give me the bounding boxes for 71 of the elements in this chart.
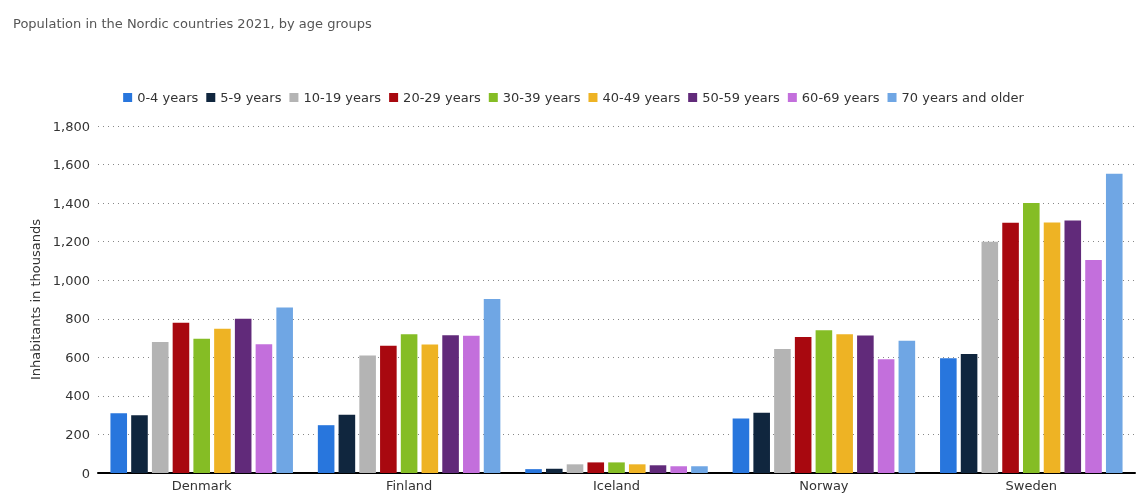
y-tick-label: 1,000 xyxy=(52,272,90,288)
y-tick-label: 400 xyxy=(65,388,90,404)
legend-label: 60-69 years xyxy=(801,90,880,105)
bar xyxy=(691,466,708,473)
bar xyxy=(1043,222,1061,473)
bar xyxy=(400,334,418,473)
y-tick-label: 0 xyxy=(81,465,90,481)
bar xyxy=(587,462,605,473)
y-tick-label: 1,800 xyxy=(52,118,90,134)
bar xyxy=(1085,259,1102,473)
bar xyxy=(338,414,356,473)
bar xyxy=(877,359,895,473)
y-tick-label: 1,400 xyxy=(52,195,90,211)
x-tick-label: Finland xyxy=(385,478,433,493)
bar xyxy=(276,307,293,473)
bar xyxy=(628,464,646,473)
y-tick-label: 800 xyxy=(65,311,90,327)
bar xyxy=(815,330,833,473)
legend-label: 40-49 years xyxy=(602,90,681,105)
legend-label: 5-9 years xyxy=(220,90,282,105)
bar xyxy=(380,345,397,473)
bar xyxy=(525,469,542,473)
bar xyxy=(317,425,335,473)
bar xyxy=(110,413,128,473)
bar xyxy=(898,340,916,473)
x-tick-label: Denmark xyxy=(171,478,233,493)
bar xyxy=(193,338,210,473)
y-tick-label: 600 xyxy=(65,349,90,365)
bar xyxy=(857,335,874,473)
bar xyxy=(649,465,667,473)
legend-label: 50-59 years xyxy=(702,90,781,105)
bar xyxy=(566,464,584,473)
bar xyxy=(359,355,376,473)
y-axis-title: Inhabitants in thousands xyxy=(27,218,43,380)
y-tick-label: 1,600 xyxy=(52,157,90,173)
bar xyxy=(1023,203,1040,473)
bar xyxy=(1105,173,1123,473)
bar xyxy=(151,341,169,473)
bar xyxy=(442,335,459,473)
bar xyxy=(463,335,480,473)
bar xyxy=(421,344,439,473)
legend-label: 20-29 years xyxy=(403,90,482,105)
bar xyxy=(545,468,563,473)
x-tick-label: Norway xyxy=(799,478,849,493)
bar xyxy=(255,344,273,473)
bar xyxy=(732,418,750,473)
bar xyxy=(774,349,791,473)
bar xyxy=(608,462,625,473)
bar xyxy=(794,337,812,473)
bar xyxy=(131,415,148,473)
bar xyxy=(234,318,252,473)
legend-label: 70 years and older xyxy=(901,90,1025,105)
legend-label: 30-39 years xyxy=(502,90,581,105)
chart-title: Population in the Nordic countries 2021, by age groups xyxy=(13,16,372,31)
bar xyxy=(940,358,957,473)
bar xyxy=(670,466,688,473)
bar xyxy=(960,354,978,473)
bar xyxy=(172,322,190,473)
x-tick-label: Sweden xyxy=(1005,478,1057,493)
bar xyxy=(981,241,999,473)
bar xyxy=(836,334,853,473)
bar xyxy=(1064,220,1082,473)
y-tick-label: 200 xyxy=(65,426,90,442)
bar xyxy=(1002,222,1019,473)
bar xyxy=(753,412,770,473)
x-tick-label: Iceland xyxy=(592,478,641,493)
legend-label: 0-4 years xyxy=(137,90,199,105)
bar xyxy=(483,299,501,473)
y-tick-label: 1,200 xyxy=(52,234,90,250)
bar xyxy=(214,328,231,473)
legend-label: 10-19 years xyxy=(303,90,382,105)
